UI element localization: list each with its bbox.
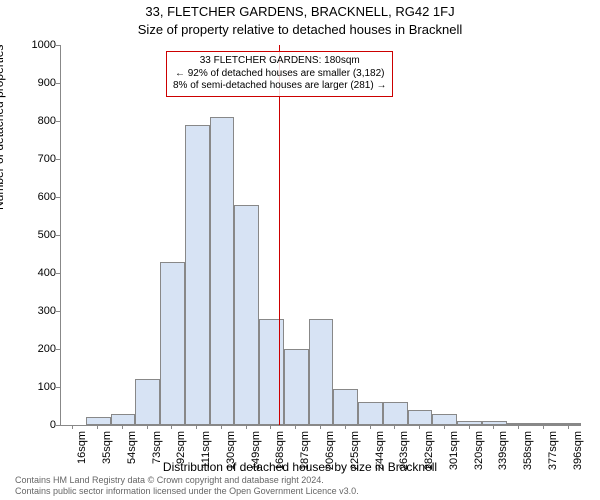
y-tick-mark xyxy=(56,159,60,160)
page-title-2: Size of property relative to detached ho… xyxy=(0,22,600,37)
y-tick-mark xyxy=(56,121,60,122)
x-tick-mark xyxy=(469,425,470,429)
histogram-bar xyxy=(457,421,482,425)
histogram-bar xyxy=(111,414,136,425)
y-tick-label: 700 xyxy=(38,153,56,165)
y-tick-mark xyxy=(56,83,60,84)
x-tick-mark xyxy=(246,425,247,429)
x-tick-mark xyxy=(419,425,420,429)
histogram-bar xyxy=(284,349,309,425)
histogram-plot: 33 FLETCHER GARDENS: 180sqm ← 92% of deta… xyxy=(60,45,581,426)
histogram-bar xyxy=(86,417,111,425)
x-tick-mark xyxy=(270,425,271,429)
page-title-1: 33, FLETCHER GARDENS, BRACKNELL, RG42 1F… xyxy=(0,4,600,19)
annotation-line2: ← 92% of detached houses are smaller (3,… xyxy=(175,68,385,79)
annotation-line1: 33 FLETCHER GARDENS: 180sqm xyxy=(200,55,360,66)
attribution-line2: Contains public sector information licen… xyxy=(15,486,359,496)
histogram-bar xyxy=(185,125,210,425)
x-tick-mark xyxy=(394,425,395,429)
x-tick-mark xyxy=(518,425,519,429)
attribution-line1: Contains HM Land Registry data © Crown c… xyxy=(15,475,324,485)
histogram-bar xyxy=(333,389,358,425)
y-axis-label: Number of detached properties xyxy=(0,45,6,210)
x-tick-mark xyxy=(568,425,569,429)
y-tick-mark xyxy=(56,197,60,198)
y-tick-mark xyxy=(56,273,60,274)
y-tick-mark xyxy=(56,425,60,426)
y-tick-label: 600 xyxy=(38,191,56,203)
x-tick-mark xyxy=(444,425,445,429)
y-tick-label: 900 xyxy=(38,77,56,89)
histogram-bar xyxy=(135,379,160,425)
histogram-bar xyxy=(358,402,383,425)
reference-line xyxy=(279,45,280,425)
y-tick-mark xyxy=(56,349,60,350)
x-tick-mark xyxy=(493,425,494,429)
x-tick-mark xyxy=(221,425,222,429)
x-tick-mark xyxy=(370,425,371,429)
histogram-bar xyxy=(234,205,259,425)
y-tick-label: 800 xyxy=(38,115,56,127)
histogram-bar xyxy=(531,423,556,425)
histogram-bar xyxy=(408,410,433,425)
y-tick-label: 1000 xyxy=(32,39,56,51)
histogram-bar xyxy=(160,262,185,425)
attribution-text: Contains HM Land Registry data © Crown c… xyxy=(15,475,359,496)
histogram-bar xyxy=(556,423,581,425)
x-axis-label: Distribution of detached houses by size … xyxy=(0,460,600,474)
y-tick-mark xyxy=(56,311,60,312)
y-tick-mark xyxy=(56,45,60,46)
histogram-bar xyxy=(259,319,284,425)
y-tick-label: 500 xyxy=(38,229,56,241)
x-tick-mark xyxy=(97,425,98,429)
annotation-box: 33 FLETCHER GARDENS: 180sqm ← 92% of deta… xyxy=(166,51,393,97)
x-tick-mark xyxy=(147,425,148,429)
x-tick-mark xyxy=(171,425,172,429)
histogram-bar xyxy=(210,117,235,425)
y-tick-label: 200 xyxy=(38,343,56,355)
y-tick-mark xyxy=(56,235,60,236)
y-tick-label: 300 xyxy=(38,305,56,317)
annotation-line3: 8% of semi-detached houses are larger (2… xyxy=(173,80,386,91)
x-tick-mark xyxy=(345,425,346,429)
x-tick-mark xyxy=(543,425,544,429)
x-tick-mark xyxy=(122,425,123,429)
x-tick-mark xyxy=(320,425,321,429)
x-tick-mark xyxy=(295,425,296,429)
y-tick-label: 400 xyxy=(38,267,56,279)
histogram-bar xyxy=(309,319,334,425)
histogram-bar xyxy=(383,402,408,425)
histogram-bar xyxy=(432,414,457,425)
x-tick-mark xyxy=(72,425,73,429)
x-tick-mark xyxy=(196,425,197,429)
y-tick-label: 100 xyxy=(38,381,56,393)
y-tick-mark xyxy=(56,387,60,388)
